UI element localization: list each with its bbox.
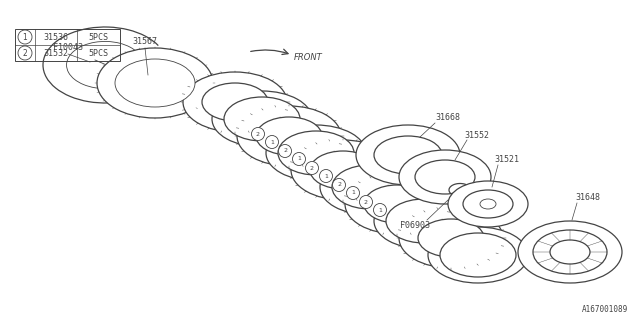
Ellipse shape xyxy=(320,159,420,215)
Text: F06903: F06903 xyxy=(400,220,430,229)
Text: 31521: 31521 xyxy=(495,156,520,164)
Circle shape xyxy=(374,204,387,217)
Text: 5PCS: 5PCS xyxy=(88,49,109,58)
Text: 31567: 31567 xyxy=(132,37,157,46)
Circle shape xyxy=(346,187,360,199)
Text: 1: 1 xyxy=(351,190,355,196)
Text: 2: 2 xyxy=(364,199,368,204)
Ellipse shape xyxy=(374,136,442,174)
Circle shape xyxy=(292,153,305,165)
Ellipse shape xyxy=(278,131,354,175)
Ellipse shape xyxy=(356,125,460,185)
Text: 1: 1 xyxy=(270,140,274,145)
Ellipse shape xyxy=(266,125,366,181)
Bar xyxy=(15,29,120,61)
Ellipse shape xyxy=(345,174,449,234)
Text: 2: 2 xyxy=(22,49,28,58)
Ellipse shape xyxy=(212,91,312,147)
Ellipse shape xyxy=(310,151,376,189)
Text: F10043: F10043 xyxy=(53,44,83,52)
Ellipse shape xyxy=(202,83,268,121)
Text: 31536: 31536 xyxy=(44,33,68,42)
Ellipse shape xyxy=(97,48,213,118)
Ellipse shape xyxy=(237,106,341,166)
Ellipse shape xyxy=(399,208,503,268)
Circle shape xyxy=(278,145,291,157)
Text: 31532: 31532 xyxy=(44,49,68,58)
Circle shape xyxy=(252,127,264,140)
Ellipse shape xyxy=(386,199,462,243)
Text: 2: 2 xyxy=(256,132,260,137)
Circle shape xyxy=(333,179,346,191)
Ellipse shape xyxy=(418,219,484,257)
Circle shape xyxy=(319,170,333,182)
Text: FRONT: FRONT xyxy=(294,52,323,61)
Text: 2: 2 xyxy=(337,182,341,188)
Ellipse shape xyxy=(518,221,622,283)
Ellipse shape xyxy=(332,165,408,209)
Ellipse shape xyxy=(183,72,287,132)
Ellipse shape xyxy=(399,150,491,204)
Text: 31552: 31552 xyxy=(465,131,490,140)
Ellipse shape xyxy=(440,233,516,277)
Text: 31668: 31668 xyxy=(435,114,461,123)
Text: 1: 1 xyxy=(22,33,28,42)
Text: 31648: 31648 xyxy=(575,194,600,203)
Text: 1: 1 xyxy=(378,207,382,212)
Text: 1: 1 xyxy=(324,173,328,179)
Ellipse shape xyxy=(448,181,528,227)
Text: 2: 2 xyxy=(283,148,287,154)
Circle shape xyxy=(266,135,278,148)
Ellipse shape xyxy=(224,97,300,141)
Ellipse shape xyxy=(550,240,590,264)
Ellipse shape xyxy=(463,190,513,218)
Circle shape xyxy=(305,162,319,174)
Text: 5PCS: 5PCS xyxy=(88,33,109,42)
Ellipse shape xyxy=(415,160,475,194)
Circle shape xyxy=(360,196,372,209)
Ellipse shape xyxy=(374,193,474,249)
Text: 1: 1 xyxy=(297,156,301,162)
Ellipse shape xyxy=(533,230,607,274)
Ellipse shape xyxy=(291,140,395,200)
Ellipse shape xyxy=(364,185,430,223)
Text: 2: 2 xyxy=(310,165,314,171)
Text: A167001089: A167001089 xyxy=(582,305,628,314)
Ellipse shape xyxy=(115,59,195,107)
Ellipse shape xyxy=(256,117,322,155)
Ellipse shape xyxy=(428,227,528,283)
